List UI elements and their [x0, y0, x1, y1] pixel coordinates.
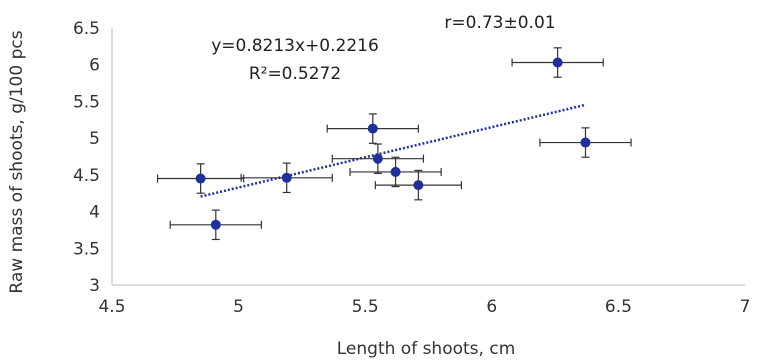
trendline — [200, 103, 586, 198]
y-tick-label: 3.5 — [73, 239, 100, 259]
x-tick-label: 4.5 — [98, 297, 125, 317]
y-tick-labels: 3 3.5 4 4.5 5 5.5 6 6.5 — [73, 19, 100, 296]
y-tick-label: 6.5 — [73, 19, 100, 39]
y-tick-label: 4.5 — [73, 166, 100, 186]
trendline-equation: y=0.8213x+0.2216 — [211, 36, 379, 56]
x-tick-label: 5 — [233, 297, 244, 317]
y-tick-label: 4 — [89, 203, 100, 223]
x-tick-label: 6 — [486, 297, 497, 317]
x-tick-label: 7 — [740, 297, 751, 317]
x-axis-label: Length of shoots, cm — [337, 339, 516, 359]
y-tick-label: 5.5 — [73, 92, 100, 112]
y-axis-label: Raw mass of shoots, g/100 pcs — [7, 30, 27, 293]
data-point — [552, 57, 563, 68]
y-tick-label: 3 — [89, 276, 100, 296]
error-bars — [156, 47, 632, 241]
axes — [111, 28, 745, 286]
data-point — [367, 123, 378, 134]
data-point — [210, 219, 221, 230]
trendline-group — [200, 103, 586, 198]
data-point — [195, 173, 206, 184]
data-point — [372, 153, 383, 164]
y-tick-label: 6 — [89, 56, 100, 76]
correlation-label: r=0.73±0.01 — [444, 13, 555, 33]
x-tick-label: 6.5 — [605, 297, 632, 317]
data-point — [281, 172, 292, 183]
data-points — [195, 57, 591, 230]
y-tick-label: 5 — [89, 129, 100, 149]
data-point — [413, 180, 424, 191]
x-tick-label: 5.5 — [352, 297, 379, 317]
r-squared-label: R²=0.5272 — [249, 64, 341, 84]
data-point — [580, 137, 591, 148]
data-point — [390, 166, 401, 177]
x-tick-labels: 4.5 5 5.5 6 6.5 7 — [98, 297, 750, 317]
